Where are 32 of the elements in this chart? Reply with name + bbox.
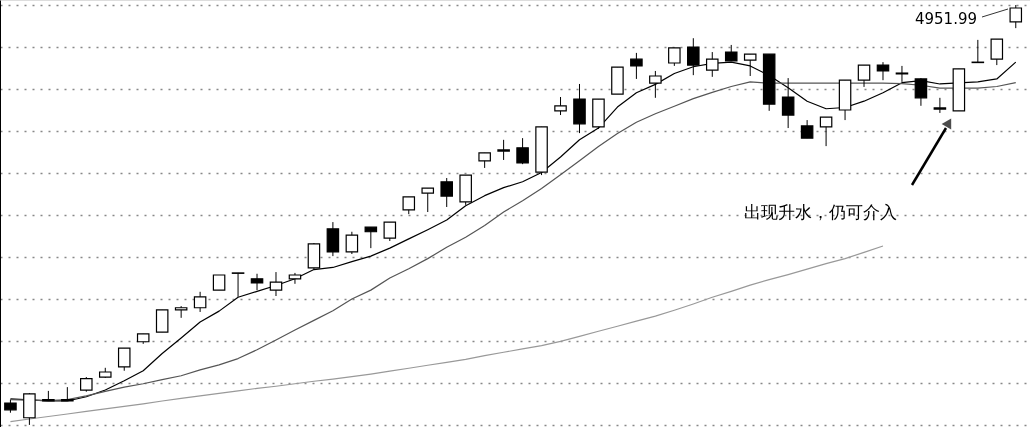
candlestick xyxy=(307,242,321,270)
candlestick xyxy=(155,309,169,333)
candlestick xyxy=(819,116,833,147)
candlestick xyxy=(800,119,814,139)
candlestick xyxy=(497,139,510,161)
candlestick xyxy=(421,187,435,213)
candlestick xyxy=(971,39,985,64)
candlestick xyxy=(516,137,529,165)
candlestick xyxy=(345,231,359,255)
candlestick xyxy=(193,291,207,313)
candlestick xyxy=(857,64,871,88)
candlestick xyxy=(668,47,681,67)
candlestick xyxy=(914,77,928,107)
candlestick xyxy=(326,221,340,257)
candlestick xyxy=(781,77,795,129)
candlestick xyxy=(231,272,245,298)
candlestick xyxy=(440,177,453,208)
candlestick xyxy=(990,38,1004,66)
candlestick xyxy=(649,70,662,99)
candlestick xyxy=(895,65,909,83)
candlestick xyxy=(288,272,302,285)
candlestick xyxy=(876,61,890,81)
candlestick xyxy=(383,221,397,242)
candlestick xyxy=(933,97,947,114)
candlestick xyxy=(269,271,283,297)
candlestick xyxy=(117,347,131,372)
annotation: 4951.99 xyxy=(914,10,977,28)
annotation: 出现升水，仍可介入 xyxy=(743,202,897,222)
candlestick xyxy=(554,96,567,116)
candlestick xyxy=(364,226,378,249)
candlestick xyxy=(630,52,643,80)
candlestick xyxy=(250,273,264,291)
